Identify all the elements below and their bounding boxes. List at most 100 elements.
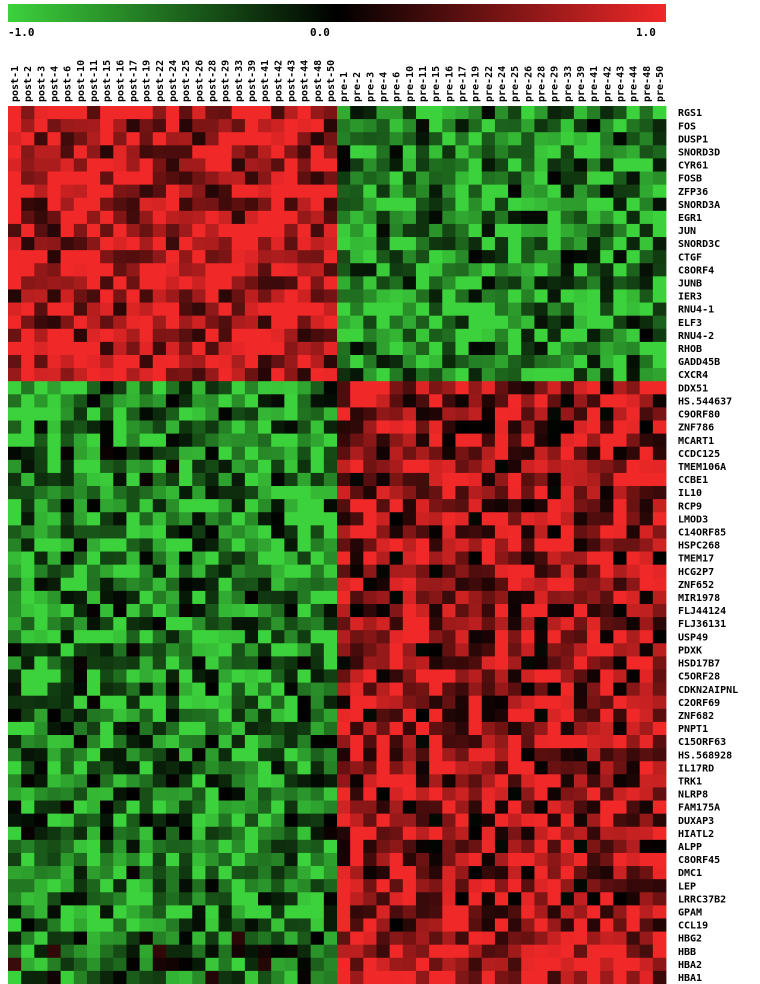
heatmap-cell bbox=[271, 197, 285, 212]
heatmap-cell bbox=[402, 551, 417, 566]
heatmap-cell bbox=[192, 132, 206, 146]
heatmap-cell bbox=[179, 564, 193, 579]
heatmap-cell bbox=[100, 944, 114, 959]
heatmap-cell bbox=[626, 538, 641, 552]
heatmap-cell bbox=[613, 289, 627, 303]
heatmap-cell bbox=[402, 826, 417, 841]
heatmap-cell bbox=[639, 106, 654, 120]
heatmap-cell bbox=[363, 839, 377, 854]
heatmap-cell bbox=[363, 721, 377, 736]
heatmap-cell bbox=[192, 892, 206, 906]
heatmap-cell bbox=[652, 328, 667, 343]
heatmap-cell bbox=[100, 276, 114, 290]
heatmap-cell bbox=[323, 630, 338, 644]
heatmap-cell bbox=[442, 695, 456, 710]
heatmap-cell bbox=[323, 748, 338, 762]
heatmap-cell bbox=[73, 695, 88, 710]
heatmap-cell bbox=[402, 669, 417, 683]
heatmap-cell bbox=[639, 826, 654, 841]
heatmap-cell bbox=[258, 656, 272, 670]
column-label: pre-19 bbox=[471, 66, 482, 102]
heatmap-cell bbox=[284, 970, 298, 984]
heatmap-cell bbox=[587, 708, 601, 723]
heatmap-cell bbox=[547, 420, 562, 435]
heatmap-cell bbox=[468, 250, 483, 264]
heatmap-cell bbox=[21, 656, 35, 670]
heatmap-cell bbox=[139, 420, 154, 435]
heatmap-cell bbox=[508, 970, 522, 984]
heatmap-cell bbox=[73, 223, 88, 238]
heatmap-cell bbox=[350, 774, 364, 788]
heatmap-cell bbox=[468, 774, 483, 788]
heatmap-cell bbox=[310, 525, 325, 539]
heatmap-cell bbox=[126, 354, 140, 369]
heatmap-cell bbox=[165, 302, 180, 317]
heatmap-cell bbox=[218, 446, 233, 461]
heatmap-cell bbox=[547, 970, 562, 984]
heatmap-cell bbox=[442, 892, 456, 906]
heatmap-cell bbox=[192, 735, 206, 749]
row-label: LMOD3 bbox=[678, 514, 708, 525]
heatmap-cell bbox=[244, 394, 259, 408]
heatmap-cell bbox=[337, 276, 351, 290]
heatmap-cell bbox=[271, 237, 285, 251]
heatmap-cell bbox=[402, 394, 417, 408]
heatmap-cell bbox=[205, 210, 219, 225]
heatmap-cell bbox=[244, 590, 259, 605]
heatmap-cell bbox=[613, 472, 627, 487]
heatmap-cell bbox=[350, 630, 364, 644]
heatmap-cell bbox=[244, 879, 259, 893]
heatmap-cell bbox=[613, 918, 627, 932]
heatmap-cell bbox=[639, 931, 654, 946]
heatmap-cell bbox=[639, 328, 654, 343]
heatmap-cell bbox=[481, 512, 496, 526]
heatmap-cell bbox=[350, 250, 364, 264]
heatmap-cell bbox=[547, 603, 562, 618]
heatmap-cell bbox=[8, 866, 22, 880]
heatmap-cell bbox=[47, 957, 62, 972]
column-label: pre-1 bbox=[339, 72, 350, 102]
heatmap-cell bbox=[547, 669, 562, 683]
heatmap-cell bbox=[8, 735, 22, 749]
heatmap-cell bbox=[415, 957, 430, 972]
heatmap-cell bbox=[494, 106, 509, 120]
heatmap-cell bbox=[652, 800, 667, 815]
heatmap-cell bbox=[34, 459, 48, 474]
heatmap-cell bbox=[205, 695, 219, 710]
heatmap-cell bbox=[468, 446, 483, 461]
heatmap-cell bbox=[100, 381, 114, 395]
heatmap-cell bbox=[521, 800, 535, 815]
heatmap-cell bbox=[218, 564, 233, 579]
row-label: RGS1 bbox=[678, 108, 702, 119]
heatmap-cell bbox=[205, 879, 219, 893]
heatmap-cell bbox=[284, 394, 298, 408]
heatmap-cell bbox=[389, 603, 404, 618]
heatmap-cell bbox=[376, 905, 391, 919]
heatmap-cell bbox=[402, 603, 417, 618]
heatmap-cell bbox=[113, 407, 127, 421]
heatmap-cell bbox=[205, 761, 219, 775]
heatmap-cell bbox=[47, 302, 62, 317]
heatmap-cell bbox=[521, 237, 535, 251]
heatmap-cell bbox=[60, 656, 75, 670]
heatmap-cell bbox=[573, 381, 588, 395]
heatmap-cell bbox=[639, 407, 654, 421]
heatmap-cell bbox=[218, 970, 233, 984]
heatmap-cell bbox=[481, 394, 496, 408]
heatmap-cell bbox=[534, 931, 548, 946]
heatmap-cell bbox=[337, 944, 351, 959]
heatmap-cell bbox=[271, 184, 285, 199]
heatmap-cell bbox=[165, 944, 180, 959]
heatmap-cell bbox=[126, 761, 140, 775]
heatmap-cell bbox=[587, 158, 601, 172]
heatmap-cell bbox=[455, 446, 469, 461]
heatmap-cell bbox=[521, 486, 535, 500]
heatmap-cell bbox=[113, 354, 127, 369]
heatmap-cell bbox=[165, 564, 180, 579]
heatmap-cell bbox=[508, 315, 522, 330]
heatmap-cell bbox=[587, 315, 601, 330]
heatmap-cell bbox=[284, 603, 298, 618]
color-scale-min-label: -1.0 bbox=[8, 26, 35, 39]
heatmap-cell bbox=[218, 499, 233, 513]
